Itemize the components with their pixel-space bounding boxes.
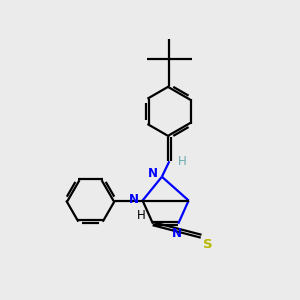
Text: S: S bbox=[203, 238, 213, 251]
Text: H: H bbox=[137, 209, 146, 222]
Text: N: N bbox=[129, 193, 139, 206]
Text: N: N bbox=[148, 167, 158, 180]
Text: N: N bbox=[172, 227, 182, 240]
Text: H: H bbox=[178, 155, 186, 168]
